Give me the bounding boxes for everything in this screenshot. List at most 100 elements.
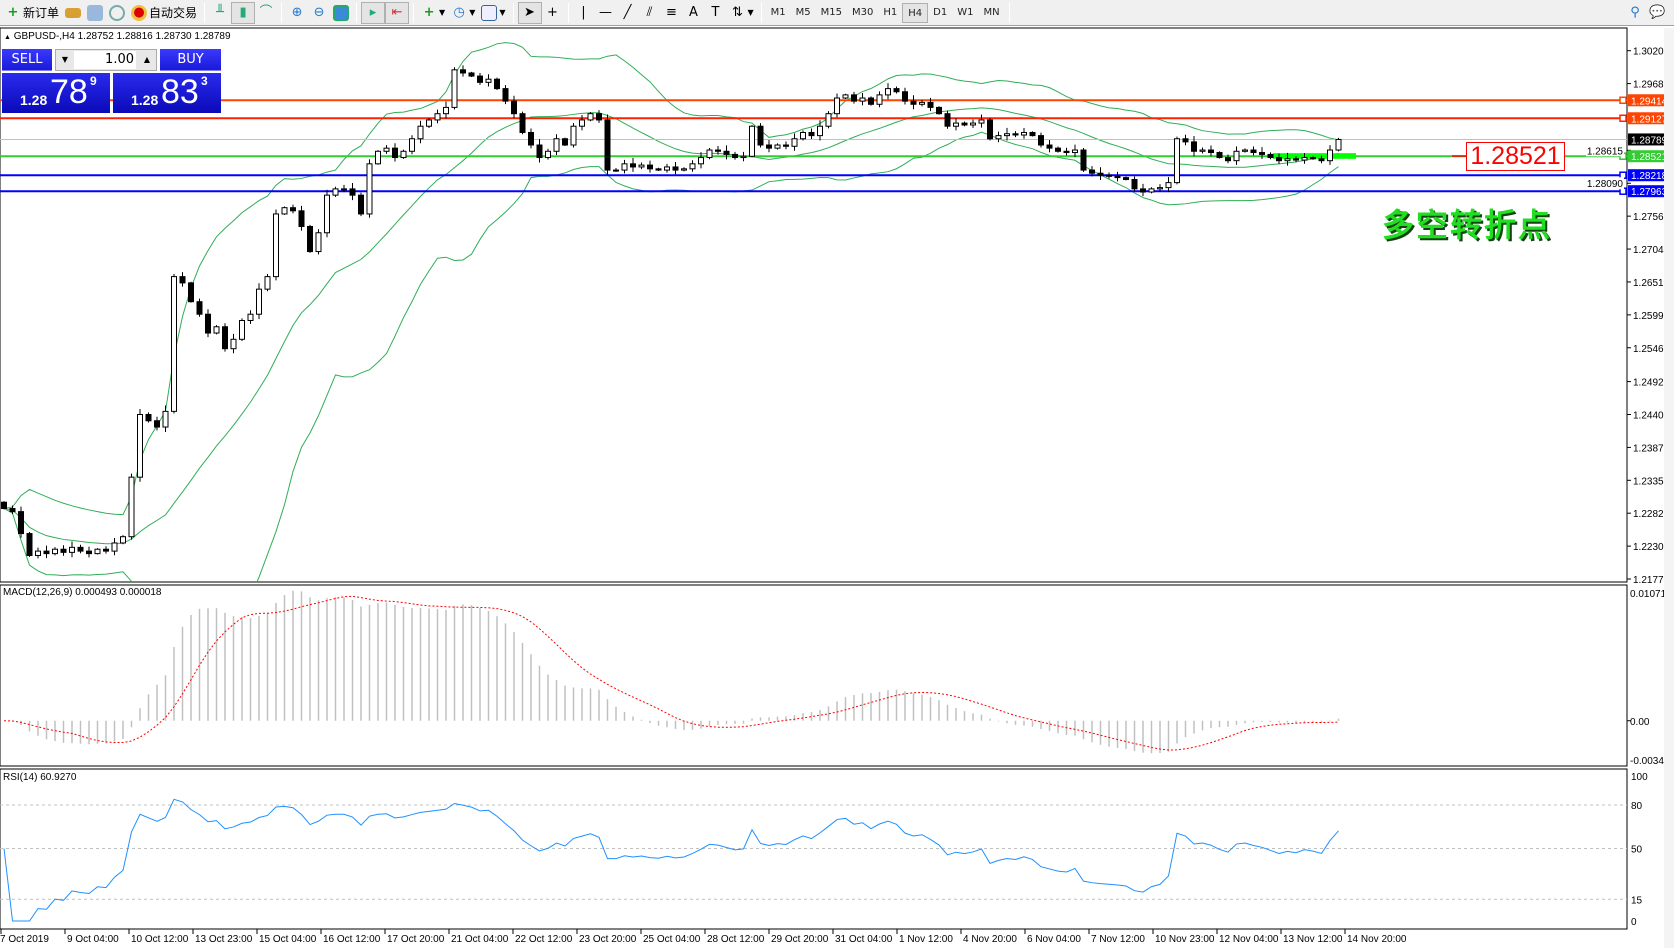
period-d1-button[interactable]: D1 — [933, 6, 948, 18]
fibonacci-button[interactable]: ≡ — [661, 2, 683, 24]
lot-increase-icon[interactable]: ▲ — [143, 55, 151, 64]
macd-max-label: 0.010719 — [1630, 589, 1672, 600]
sell-price[interactable]: 1.28 78 9 — [2, 73, 110, 113]
bull-candle — [52, 548, 58, 555]
bull-candle — [842, 94, 849, 99]
horizontal-line-button[interactable]: — — [595, 2, 617, 24]
collapse-triangle-icon[interactable]: ▲ — [4, 34, 11, 41]
bear-candle — [358, 194, 364, 215]
toolbar-separator — [1008, 2, 1010, 23]
text-button[interactable]: A — [683, 2, 705, 24]
bull-candle — [919, 101, 925, 105]
period-h4-button[interactable]: H4 — [902, 2, 929, 23]
period-m15-button[interactable]: M15 — [820, 6, 843, 18]
new-order-label: 新订单 — [23, 6, 60, 20]
bear-candle — [936, 106, 942, 115]
text-label-button[interactable]: T — [705, 2, 727, 24]
lot-decrease-icon[interactable]: ▼ — [61, 55, 69, 64]
bear-candle — [460, 69, 466, 74]
bull-candle — [324, 194, 330, 234]
time-tick-label: 15 Oct 04:00 — [259, 934, 317, 945]
price-tick-label: 1.25990 — [1633, 311, 1670, 322]
template-icon — [481, 4, 498, 21]
new-order-button[interactable]: + 新订单 — [2, 2, 62, 24]
price-axis: 1.30205 1.29680 1.28615 1.28090 1.27565 1.270… — [1586, 47, 1672, 586]
price-level-tag-text: 1.29127 — [1631, 114, 1668, 125]
bull-candle — [791, 138, 798, 147]
chart-shift-button[interactable]: ⇤ — [385, 1, 410, 24]
chat-button[interactable]: 💬 — [1646, 2, 1668, 24]
arrows-button[interactable]: ⇅ ▼ — [727, 2, 757, 24]
tile-windows-button[interactable] — [330, 2, 352, 24]
bear-candle — [349, 188, 356, 196]
zoom-out-button[interactable]: ⊖ — [308, 2, 330, 24]
time-tick-label: 12 Nov 04:00 — [1219, 934, 1279, 945]
toolbar-separator — [512, 2, 514, 23]
cursor-button[interactable]: ➤ — [517, 1, 542, 24]
horizontal-levels — [0, 96, 1627, 195]
toolbar-separator — [413, 2, 415, 23]
bear-candle — [1267, 153, 1274, 159]
period-mn-button[interactable]: MN — [983, 6, 1000, 18]
channel-icon: ⫽ — [646, 4, 653, 20]
search-button[interactable]: ⚲ — [1624, 2, 1646, 24]
bull-candle — [315, 232, 322, 253]
period-m1-button[interactable]: M1 — [770, 6, 786, 18]
equidistant-channel-button[interactable]: ⫽ — [639, 2, 661, 24]
bull-candle — [273, 213, 279, 278]
bull-candle — [545, 150, 551, 159]
trendline-button[interactable]: ╱ — [617, 2, 639, 24]
bear-candle — [9, 507, 16, 513]
bear-candle — [596, 113, 602, 121]
sell-button[interactable]: SELL — [2, 49, 52, 71]
bear-candle — [502, 88, 509, 102]
time-tick-label: 4 Nov 20:00 — [963, 934, 1017, 945]
bull-candle — [375, 150, 381, 165]
period-h1-button[interactable]: H1 — [883, 6, 898, 18]
lot-size-stepper[interactable]: ▼ 1.00 ▲ — [55, 49, 157, 71]
bull-candle — [570, 125, 577, 146]
buy-price[interactable]: 1.28 83 3 — [113, 73, 221, 113]
price-tick-label: 1.27040 — [1633, 245, 1670, 256]
auto-trading-button[interactable]: ● 自动交易 — [128, 2, 200, 24]
reversal-point-annotation[interactable]: 多空转折点 — [1382, 206, 1553, 244]
periods-button[interactable]: ◷ ▼ — [448, 2, 478, 24]
bull-candle — [128, 476, 135, 538]
bull-candle — [953, 122, 959, 127]
period-m30-button[interactable]: M30 — [852, 6, 874, 18]
new-order-icon: + — [7, 4, 19, 20]
bull-candle — [69, 546, 75, 553]
bar-chart-button[interactable]: ╨ — [209, 2, 231, 24]
period-w1-button[interactable]: W1 — [957, 6, 974, 18]
lot-size-input[interactable]: 1.00 — [74, 51, 136, 69]
bear-candle — [1106, 174, 1112, 177]
line-chart-button[interactable]: ⌒ — [255, 2, 277, 24]
period-m5-button[interactable]: M5 — [795, 6, 811, 18]
auto-scroll-button[interactable]: ▸ — [361, 1, 386, 24]
templates-button[interactable]: ▼ — [478, 2, 508, 24]
crosshair-button[interactable]: + — [542, 2, 564, 24]
bear-candle — [528, 131, 534, 146]
market-watch-button[interactable] — [84, 2, 106, 24]
bull-candle — [638, 164, 645, 168]
bear-candle — [766, 144, 772, 149]
bear-candle — [196, 301, 203, 315]
indicator-axes: 0.010719 0.00 -0.003492 100 80 50 15 0 — [1627, 589, 1674, 928]
buy-button[interactable]: BUY — [160, 49, 221, 71]
history-center-button[interactable] — [62, 2, 84, 24]
bear-candle — [519, 113, 526, 133]
macd-label: MACD(12,26,9) 0.000493 0.000018 — [3, 587, 162, 598]
candlestick-chart-button[interactable]: ▮ — [231, 1, 256, 24]
price-annotation-label[interactable]: 1.28521 — [1466, 142, 1565, 171]
indicators-button[interactable]: + ▼ — [418, 2, 448, 24]
bear-candle — [1259, 152, 1265, 155]
bull-candle — [681, 168, 687, 171]
signals-button[interactable] — [106, 2, 128, 24]
time-tick-label: 16 Oct 12:00 — [323, 934, 381, 945]
vertical-line-button[interactable]: | — [573, 2, 595, 24]
zoom-in-icon: ⊕ — [291, 4, 303, 20]
price-tick-label: 1.30205 — [1633, 47, 1670, 58]
bear-candle — [1029, 131, 1036, 137]
zoom-in-button[interactable]: ⊕ — [286, 2, 308, 24]
